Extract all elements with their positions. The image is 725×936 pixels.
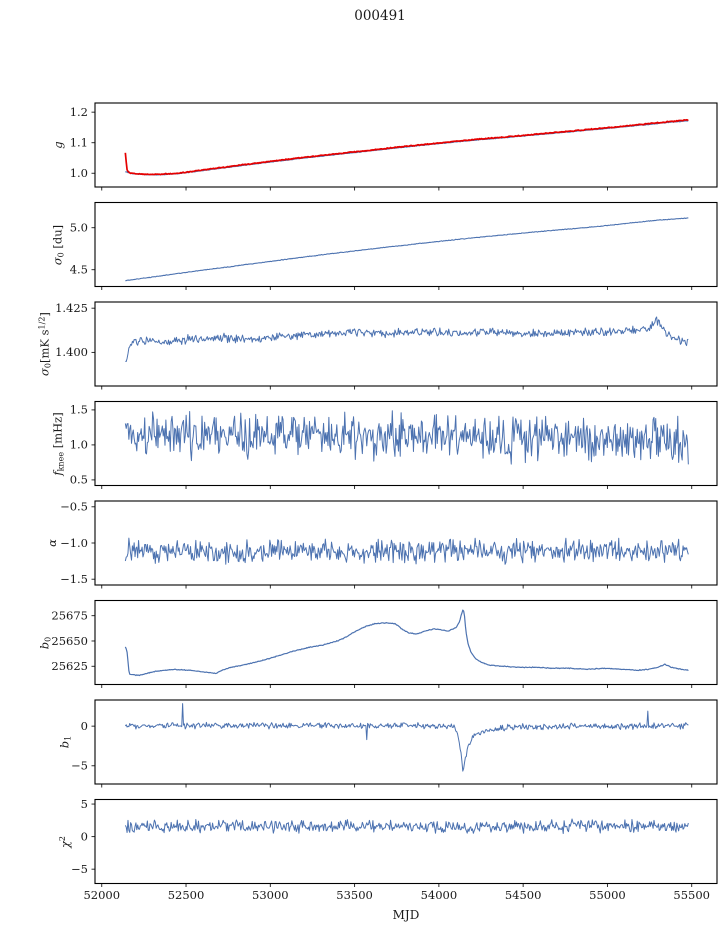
y-axis-label-segment: α	[44, 539, 59, 547]
series-chi2	[124, 818, 689, 835]
x-tick-label: 53500	[336, 888, 373, 902]
panel-frame	[94, 599, 718, 686]
y-axis-label-chi2: χ2	[58, 835, 72, 847]
panel-frame	[94, 500, 718, 586]
y-axis-label-segment: [mHz]	[50, 411, 65, 452]
y-tick-label: −0.5	[60, 500, 88, 514]
y-tick-label: 0	[81, 719, 88, 733]
series-g-raw	[124, 118, 689, 176]
series-sigma0-mks	[125, 316, 689, 363]
y-tick-label: 25625	[51, 659, 88, 673]
y-tick-label: 1.425	[55, 301, 88, 315]
panel-alpha: −1.5 −1.0 −0.5	[60, 500, 718, 589]
y-axis-label-b0: b0	[38, 636, 53, 648]
y-tick-label: 1.5	[70, 403, 88, 417]
x-tick-label: 54000	[421, 888, 458, 902]
x-tick-label: 55500	[673, 888, 710, 902]
panel-frame	[94, 201, 718, 288]
y-tick-label: 4.5	[70, 263, 88, 277]
y-axis-label-segment: σ	[37, 368, 52, 376]
y-tick-label: 25650	[51, 634, 88, 648]
y-axis-label-segment: 2	[57, 835, 67, 841]
y-tick-label: 1.0	[70, 166, 88, 180]
y-axis-label-segment: χ	[57, 840, 72, 848]
y-axis-label-segment: 0	[43, 636, 53, 642]
y-axis-label-segment: σ	[50, 256, 65, 265]
series-alpha	[124, 537, 689, 565]
panel-frame	[94, 400, 718, 487]
y-tick-label: 25675	[51, 608, 88, 622]
y-axis-label-segment: 1/2	[37, 316, 47, 330]
panel-b1: −5 0	[71, 699, 718, 788]
y-tick-label: 1.400	[55, 345, 88, 359]
y-tick-label: −1.5	[60, 572, 88, 586]
y-tick-label: −5	[71, 759, 88, 773]
panel-b0: 25625 25650 25675	[51, 599, 718, 688]
y-axis-label-b1: b1	[57, 736, 72, 748]
panel-frame	[94, 798, 718, 885]
y-tick-label: −1.0	[60, 536, 88, 550]
panel-frame	[94, 699, 718, 785]
panel-frame	[94, 102, 718, 188]
y-axis-label-segment: 0	[43, 362, 53, 369]
y-axis-label-fknee: fknee [mHz]	[51, 412, 66, 475]
panel-fknee: 0.5 1.0 1.5	[70, 400, 718, 489]
y-axis-label-segment: g	[51, 141, 66, 149]
panel-sigma0-mks: 1.400 1.425	[55, 301, 718, 390]
y-tick-label: 1.1	[70, 136, 88, 150]
y-axis-label-sigma0-du: σ0 [du]	[51, 224, 66, 264]
x-tick-label: 53000	[252, 888, 289, 902]
series-sigma0-du	[125, 217, 689, 282]
y-axis-label-g: g	[51, 141, 65, 148]
y-axis-label-segment: 0	[56, 251, 66, 257]
x-tick-label: 55000	[589, 888, 626, 902]
x-axis-label: MJD	[392, 908, 420, 922]
figure-title: 000491	[354, 8, 406, 24]
y-tick-label: 0.5	[70, 473, 88, 487]
y-axis-label-alpha: α	[45, 539, 59, 547]
y-axis-label-segment: b	[57, 740, 72, 749]
y-tick-label: −5	[71, 862, 88, 876]
y-tick-label: 0	[81, 829, 88, 843]
y-axis-label-segment: ]	[37, 312, 52, 317]
x-tick-label: 52500	[168, 888, 205, 902]
series-b1	[124, 703, 689, 772]
y-axis-label-segment: knee	[56, 451, 66, 471]
y-tick-label: 1.2	[70, 105, 88, 119]
y-axis-label-segment: [du]	[50, 224, 65, 252]
x-tick-label: 54500	[505, 888, 542, 902]
y-axis-label-segment: [mK s	[37, 329, 52, 363]
y-tick-label: 1.0	[70, 438, 88, 452]
series-fknee	[124, 410, 689, 465]
panel-g: 1.0 1.1 1.2	[70, 102, 718, 191]
panel-chi2: 52000 52500 53000 53500 54000 54500 55000 55500…	[71, 797, 718, 902]
y-tick-label: 5	[81, 797, 88, 811]
y-axis-label-sigma0-mks: σ0[mK s1/2]	[38, 312, 53, 376]
y-axis-label-segment: 1	[63, 735, 73, 741]
y-tick-label: 5.0	[70, 221, 88, 235]
panel-sigma0-du: 4.5 5.0	[70, 201, 718, 290]
y-axis-label-segment: b	[37, 641, 52, 649]
panel-frame	[94, 301, 718, 387]
series-b0	[124, 609, 689, 677]
x-tick-label: 52000	[83, 888, 120, 902]
